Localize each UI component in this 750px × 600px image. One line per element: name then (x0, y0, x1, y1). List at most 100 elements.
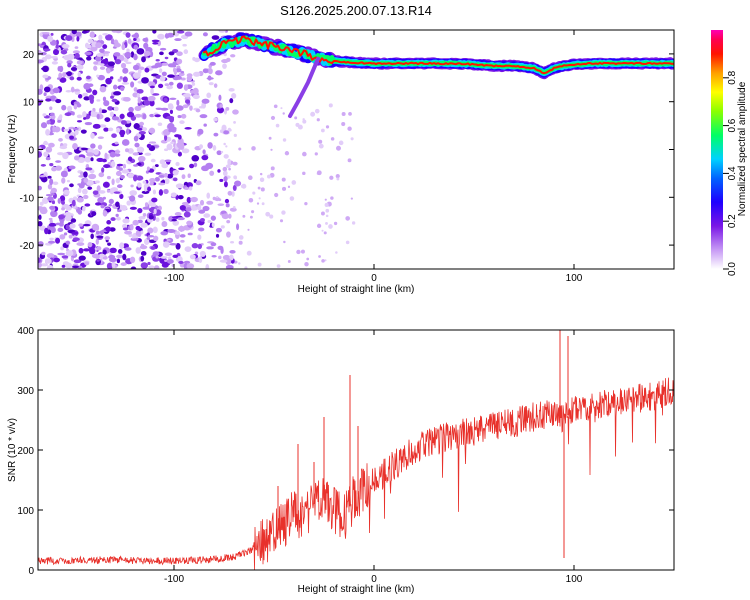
noise-blob (130, 266, 137, 269)
noise-blob (190, 196, 198, 203)
noise-blob (171, 218, 177, 222)
noise-dot (289, 196, 295, 201)
noise-blob (128, 106, 134, 113)
noise-blob (134, 235, 138, 239)
noise-blob (177, 195, 184, 200)
noise-dot (257, 186, 261, 190)
noise-blob (53, 257, 60, 263)
noise-blob (213, 83, 218, 88)
noise-blob (137, 208, 143, 214)
noise-blob (133, 32, 139, 39)
noise-dot (304, 201, 308, 206)
noise-blob (146, 237, 150, 240)
noise-dot (325, 214, 329, 218)
noise-blob (133, 174, 138, 182)
noise-blob (92, 226, 100, 231)
noise-blob (172, 216, 180, 219)
noise-blob (159, 257, 163, 263)
noise-dot (328, 224, 333, 229)
noise-blob (164, 33, 170, 39)
noise-blob (102, 33, 109, 36)
noise-blob (103, 100, 110, 107)
noise-blob (108, 257, 117, 263)
noise-blob (136, 48, 145, 55)
noise-blob (164, 159, 172, 163)
noise-blob (138, 130, 146, 135)
noise-blob (210, 215, 217, 221)
noise-blob (45, 98, 52, 102)
noise-blob (122, 76, 128, 83)
noise-blob (211, 255, 217, 258)
noise-dot (314, 152, 318, 156)
noise-dot (281, 186, 287, 191)
noise-blob (147, 227, 154, 234)
noise-blob (124, 148, 130, 153)
noise-dot (232, 205, 236, 209)
noise-blob (147, 261, 151, 266)
noise-blob (53, 48, 60, 56)
noise-blob (222, 170, 228, 177)
noise-blob (81, 230, 85, 234)
noise-blob (125, 61, 132, 65)
noise-blob (213, 117, 218, 122)
noise-blob (106, 175, 111, 180)
noise-blob (47, 184, 53, 190)
noise-blob (159, 68, 163, 73)
noise-blob (141, 190, 150, 195)
noise-dot (258, 197, 261, 200)
noise-blob (52, 126, 56, 133)
noise-blob (147, 235, 155, 238)
noise-blob (155, 255, 159, 259)
noise-dot (238, 147, 242, 151)
noise-blob (164, 259, 168, 262)
noise-blob (102, 255, 108, 260)
noise-blob (219, 259, 228, 263)
noise-blob (172, 177, 178, 182)
noise-blob (164, 178, 170, 185)
noise-blob (45, 146, 53, 153)
noise-blob (198, 227, 205, 232)
noise-blob (47, 175, 52, 179)
noise-blob (223, 130, 230, 135)
noise-blob (133, 164, 139, 167)
noise-blob (119, 113, 125, 120)
noise-blob (57, 198, 62, 204)
noise-blob (164, 56, 169, 60)
noise-blob (42, 113, 47, 117)
noise-blob (97, 144, 103, 150)
noise-blob (61, 255, 69, 259)
noise-blob (64, 72, 71, 75)
noise-blob (86, 56, 92, 61)
noise-blob (178, 260, 184, 264)
noise-blob (69, 76, 75, 81)
noise-blob (152, 30, 157, 34)
colorbar-ticks: 0.0 0.2 0.4 0.6 0.8 (723, 70, 738, 276)
noise-blob (96, 99, 101, 102)
noise-dot (248, 197, 254, 203)
noise-blob (83, 96, 91, 101)
noise-blob (47, 196, 54, 202)
noise-blob (152, 226, 158, 234)
noise-blob (170, 141, 175, 145)
noise-blob (96, 53, 104, 57)
noise-blob (121, 139, 130, 146)
colorbar-tick-label: 0.4 (727, 166, 738, 180)
noise-blob (83, 83, 91, 90)
noise-blob (63, 54, 72, 61)
noise-blob (151, 39, 160, 43)
noise-blob (60, 170, 68, 178)
noise-blob (157, 83, 164, 89)
noise-blob (198, 256, 203, 263)
noise-blob (129, 206, 137, 210)
noise-blob (77, 187, 82, 194)
colorbar-gradient (711, 30, 723, 269)
noise-blob (175, 105, 184, 111)
noise-blob (58, 115, 62, 121)
noise-dot (270, 115, 276, 120)
noise-blob (202, 205, 210, 212)
noise-blob (149, 99, 155, 107)
noise-blob (226, 231, 231, 238)
noise-blob (102, 96, 107, 102)
noise-blob (136, 146, 145, 153)
noise-blob (206, 200, 214, 205)
